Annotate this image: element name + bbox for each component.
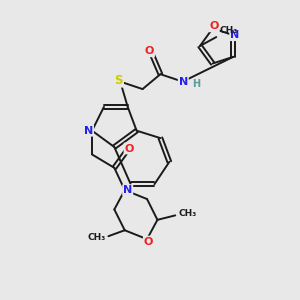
Text: CH₃: CH₃ [220, 26, 238, 35]
Text: CH₃: CH₃ [87, 233, 105, 242]
Text: CH₃: CH₃ [178, 209, 196, 218]
Text: N: N [179, 76, 188, 87]
Text: N: N [84, 126, 93, 136]
Text: O: O [144, 236, 153, 247]
Text: O: O [209, 21, 219, 32]
Text: S: S [115, 74, 123, 87]
Text: O: O [124, 143, 134, 154]
Text: H: H [192, 79, 200, 89]
Text: O: O [145, 46, 154, 56]
Text: N: N [123, 185, 132, 195]
Text: N: N [230, 30, 239, 40]
